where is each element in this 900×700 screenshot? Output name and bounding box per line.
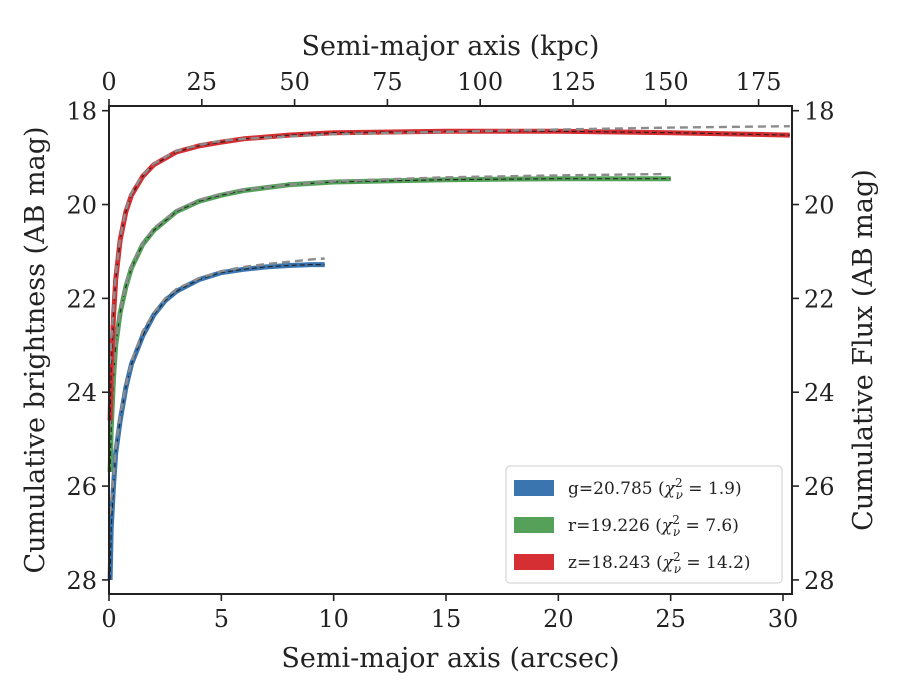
series-line	[107, 262, 325, 580]
legend-label-part: = 14.2)	[681, 553, 751, 573]
legend-label-part: 2	[675, 476, 683, 490]
x2-tick-label: 50	[279, 68, 310, 96]
x-tick-label: 5	[214, 605, 229, 633]
legend-label-part: ν	[673, 525, 680, 539]
y2-tick-label: 20	[804, 192, 835, 220]
y-tick-label: 22	[66, 285, 97, 313]
legend-swatch	[514, 554, 554, 570]
series-group	[107, 172, 671, 473]
legend-label-part: χ	[661, 516, 674, 536]
x-axis-title: Semi-major axis (arcsec)	[281, 643, 619, 674]
legend-label-part: 2	[672, 513, 680, 527]
x2-tick-label: 150	[643, 68, 689, 96]
model-line	[108, 125, 790, 365]
x2-tick-label: 125	[550, 68, 596, 96]
legend-label-part: ν	[674, 562, 681, 576]
legend-label-part: = 7.6)	[680, 516, 739, 536]
x2-tick-label: 0	[101, 68, 116, 96]
y2-tick-label: 26	[804, 473, 835, 501]
plot-frame	[108, 105, 793, 595]
x2-tick-label: 175	[736, 68, 782, 96]
y-tick-label: 18	[66, 98, 97, 126]
y-tick-label: 26	[66, 473, 97, 501]
series-data-overlay	[109, 264, 325, 580]
series-line	[107, 176, 671, 473]
x-top-ticks: 0 25 50 75 100 125 150 175	[101, 68, 781, 106]
y2-tick-label: 28	[804, 567, 835, 595]
x-tick-label: 20	[543, 605, 574, 633]
y2-tick-label: 22	[804, 285, 835, 313]
y2-axis-title: Cumulative Flux (AB mag)	[848, 169, 879, 531]
legend: g=20.785 (χ2 ν = 1.9)r=19.226 (χ2 ν = 7.6)…	[505, 465, 783, 584]
legend-label-part: = 1.9)	[683, 479, 742, 499]
legend-label: g=20.785 (χ2 ν = 1.9)	[568, 476, 742, 502]
x-tick-label: 10	[318, 605, 349, 633]
legend-swatch	[514, 517, 554, 533]
series-data-overlay	[109, 178, 671, 473]
legend-label-part: z=18.243 (	[568, 553, 663, 573]
legend-label: z=18.243 (χ2 ν = 14.2)	[568, 550, 751, 576]
y-right-ticks: 18 20 22 24 26 28	[792, 98, 835, 595]
x-tick-label: 0	[101, 605, 116, 633]
x2-tick-label: 75	[372, 68, 403, 96]
x2-tick-label: 25	[187, 68, 218, 96]
legend-label-part: 2	[673, 550, 681, 564]
y-left-ticks: 18 20 22 24 26 28	[66, 98, 109, 595]
y2-tick-label: 24	[804, 379, 835, 407]
legend-box	[505, 465, 783, 584]
legend-swatch	[514, 480, 554, 496]
y-tick-label: 24	[66, 379, 97, 407]
series-layer	[107, 125, 790, 580]
legend-label-part: g=20.785 (	[568, 479, 665, 499]
legend-label-part: ν	[676, 488, 683, 502]
x-bottom-ticks: 0 5 10 15 20 25 30	[101, 594, 798, 633]
y-tick-label: 20	[66, 192, 97, 220]
series-group	[107, 257, 325, 580]
series-group	[107, 125, 790, 421]
legend-label-part: r=19.226 (	[568, 516, 662, 536]
y-axis-title: Cumulative brightness (AB mag)	[20, 126, 51, 573]
x-tick-label: 15	[431, 605, 462, 633]
y-tick-label: 28	[66, 567, 97, 595]
x2-axis-title: Semi-major axis (kpc)	[302, 31, 600, 62]
legend-label-part: χ	[662, 553, 675, 573]
x-tick-label: 25	[655, 605, 686, 633]
x-tick-label: 30	[768, 605, 799, 633]
legend-label: r=19.226 (χ2 ν = 7.6)	[568, 513, 739, 539]
model-line	[108, 257, 325, 515]
x2-tick-label: 100	[457, 68, 503, 96]
legend-label-part: χ	[664, 479, 677, 499]
model-line	[108, 172, 667, 426]
axes-layer: 0 5 10 15 20 25 30 0 25 50 75 100 125 150 175 1820222…	[66, 68, 834, 633]
y2-tick-label: 18	[804, 98, 835, 126]
